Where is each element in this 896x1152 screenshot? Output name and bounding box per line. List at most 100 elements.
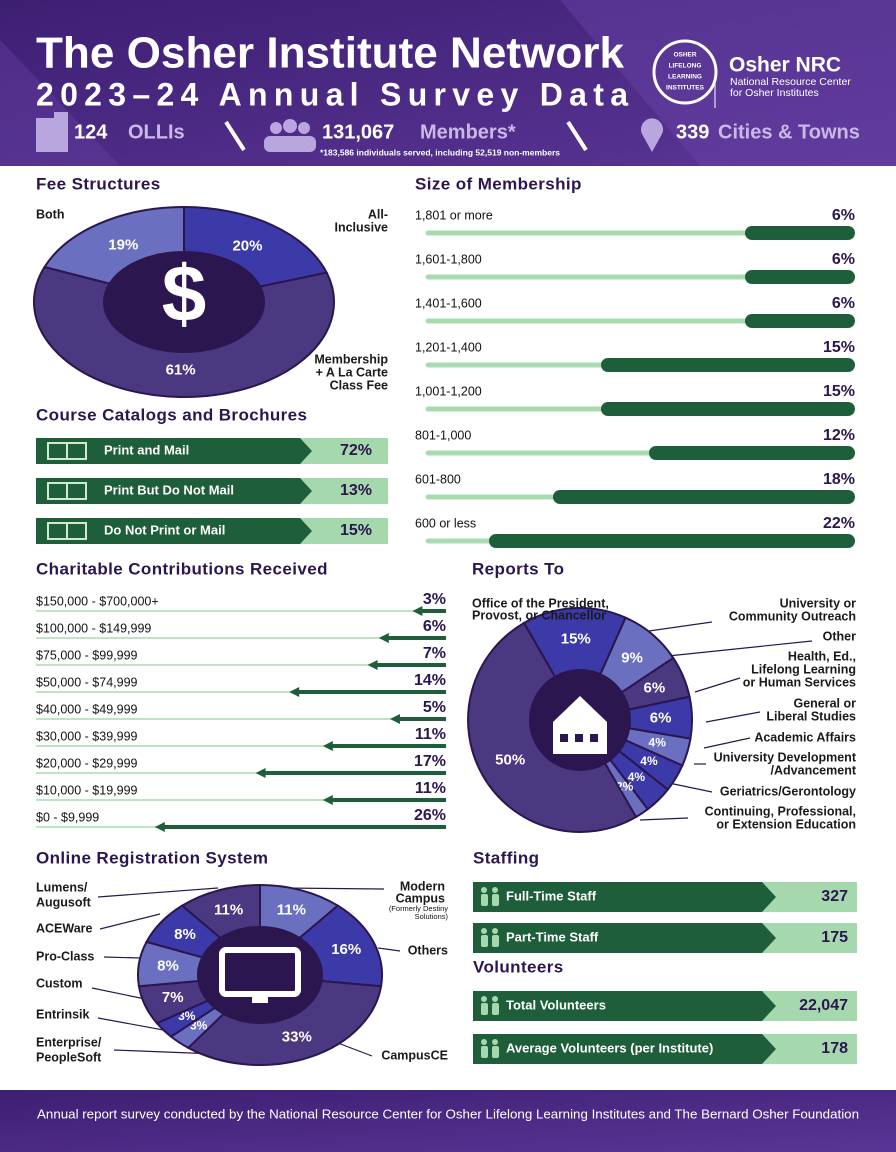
row-value: 13% — [340, 482, 372, 499]
person-icon — [492, 996, 498, 1002]
subtitle: 2023–24 Annual Survey Data — [36, 76, 628, 112]
segment-value: 11% — [277, 902, 306, 919]
arrow-head — [154, 822, 165, 832]
members-icon — [264, 119, 316, 152]
row-value: 17% — [414, 753, 446, 770]
segment-label: + A La Carte — [316, 365, 388, 379]
row-label: Total Volunteers — [506, 997, 606, 1012]
row-label: $75,000 - $99,999 — [36, 648, 138, 662]
row-value: 12% — [823, 427, 855, 444]
segment-label: Office of the President, — [472, 596, 609, 610]
segment-label: Modern — [400, 879, 445, 893]
section-title: Reports To — [472, 559, 564, 578]
segment-label: Pro-Class — [36, 949, 94, 963]
segment-value: 6% — [650, 709, 672, 726]
row-label: $30,000 - $39,999 — [36, 729, 138, 743]
row-value: 6% — [423, 618, 446, 635]
segment-label: or Extension Education — [716, 817, 856, 831]
segment-value: 19% — [108, 236, 138, 253]
school-window — [575, 734, 583, 742]
row-label: $20,000 - $29,999 — [36, 756, 138, 770]
person-icon — [492, 928, 498, 934]
segment-label: Enterprise/ — [36, 1035, 102, 1049]
row-value: 6% — [832, 207, 855, 224]
label-arrow — [473, 882, 776, 912]
segment-label: Provost, or Chancellor — [472, 608, 606, 622]
row-label: Full-Time Staff — [506, 888, 597, 903]
row-label: $40,000 - $49,999 — [36, 702, 138, 716]
segment-value: 8% — [174, 926, 196, 943]
row-label: 801-1,000 — [415, 428, 471, 442]
arrow-head — [378, 633, 389, 643]
logo-name: Osher NRC — [729, 54, 841, 77]
computer-icon — [252, 994, 268, 1003]
row-label: 1,201-1,400 — [415, 340, 482, 354]
segment-label: All- — [368, 207, 388, 221]
segment-value: 4% — [628, 770, 646, 784]
segment-label: General or — [793, 696, 856, 710]
row-value: 15% — [823, 339, 855, 356]
row-label: $50,000 - $74,999 — [36, 675, 138, 689]
person-icon — [492, 887, 498, 893]
segment-value: 11% — [214, 902, 243, 919]
segment-value: 4% — [640, 754, 658, 768]
row-label: $150,000 - $700,000+ — [36, 594, 159, 608]
row-label: Part-Time Staff — [506, 929, 599, 944]
segment-value: 50% — [495, 751, 525, 768]
arrow-head — [289, 687, 300, 697]
label-arrow — [36, 478, 312, 504]
person-icon — [481, 1046, 488, 1058]
segment-value: 16% — [331, 941, 361, 958]
row-label: Print But Do Not Mail — [104, 482, 234, 497]
logo-badge: INSTITUTES — [666, 85, 705, 92]
donut-hole — [198, 927, 322, 1023]
row-value: 72% — [340, 442, 372, 459]
row-value: 5% — [423, 699, 446, 716]
person-icon — [492, 1039, 498, 1045]
segment-label: University Development — [714, 750, 857, 764]
person-icon — [481, 928, 487, 934]
logo-desc: for Osher Institutes — [730, 87, 819, 99]
person-icon — [492, 1003, 499, 1015]
row-label: Print and Mail — [104, 442, 189, 457]
row-value: 15% — [823, 383, 855, 400]
row-label: $100,000 - $149,999 — [36, 621, 151, 635]
person-icon — [481, 887, 487, 893]
person-icon — [492, 1046, 499, 1058]
segment-label: Health, Ed., — [788, 649, 856, 663]
row-label: $10,000 - $19,999 — [36, 783, 138, 797]
segment-value: 61% — [166, 361, 196, 378]
arrow-head — [255, 768, 266, 778]
segment-label: Augusoft — [36, 895, 92, 909]
header-shape — [560, 0, 896, 166]
value-box — [760, 923, 857, 953]
person-icon — [481, 1003, 488, 1015]
row-label: 1,601-1,800 — [415, 252, 482, 266]
stat-label: OLLIs — [128, 121, 185, 143]
section-title: Online Registration System — [36, 848, 268, 867]
row-value: 6% — [832, 251, 855, 268]
row-value: 15% — [340, 522, 372, 539]
segment-label: Other — [823, 629, 856, 643]
pin-icon — [641, 118, 664, 152]
segment-value: 7% — [162, 989, 184, 1006]
row-value: 178 — [821, 1040, 848, 1057]
separator — [566, 120, 588, 152]
header-shape — [0, 40, 120, 166]
segment-value: 4% — [649, 735, 667, 749]
footer-band — [0, 1090, 896, 1152]
section-title: Volunteers — [473, 957, 564, 976]
segment-label: Membership — [314, 352, 388, 366]
row-value: 11% — [415, 726, 446, 743]
row-value: 14% — [414, 672, 446, 689]
segment-label: Entrinsik — [36, 1007, 90, 1021]
stat-number: 131,067 — [322, 121, 394, 143]
segment-label: Liberal Studies — [766, 709, 856, 723]
segment-label: ACEWare — [36, 921, 93, 935]
segment-label: Academic Affairs — [754, 730, 856, 744]
row-label: Average Volunteers (per Institute) — [506, 1040, 713, 1055]
separator — [224, 120, 246, 152]
person-icon — [492, 935, 499, 947]
row-value: 26% — [414, 807, 446, 824]
stat-label: Members* — [420, 121, 516, 143]
